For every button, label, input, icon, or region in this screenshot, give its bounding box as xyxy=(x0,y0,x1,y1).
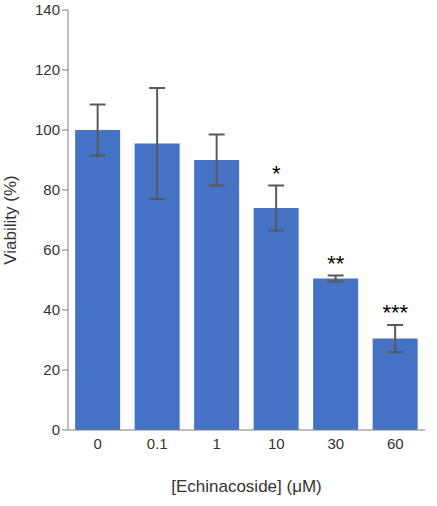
svg-text:[Echinacoside] (μM): [Echinacoside] (μM) xyxy=(171,477,322,496)
svg-text:40: 40 xyxy=(43,301,60,318)
svg-text:60: 60 xyxy=(43,241,60,258)
svg-text:120: 120 xyxy=(35,61,60,78)
svg-text:10: 10 xyxy=(268,435,285,452)
svg-text:*: * xyxy=(272,161,281,186)
svg-text:20: 20 xyxy=(43,361,60,378)
svg-text:0: 0 xyxy=(94,435,102,452)
svg-text:0: 0 xyxy=(52,421,60,438)
svg-text:60: 60 xyxy=(387,435,404,452)
svg-text:**: ** xyxy=(327,251,345,276)
svg-text:80: 80 xyxy=(43,181,60,198)
svg-text:0.1: 0.1 xyxy=(147,435,168,452)
svg-text:***: *** xyxy=(382,300,408,325)
svg-text:100: 100 xyxy=(35,121,60,138)
svg-text:140: 140 xyxy=(35,1,60,18)
svg-text:Viability (%): Viability (%) xyxy=(8,175,20,264)
svg-text:30: 30 xyxy=(327,435,344,452)
svg-text:1: 1 xyxy=(213,435,221,452)
